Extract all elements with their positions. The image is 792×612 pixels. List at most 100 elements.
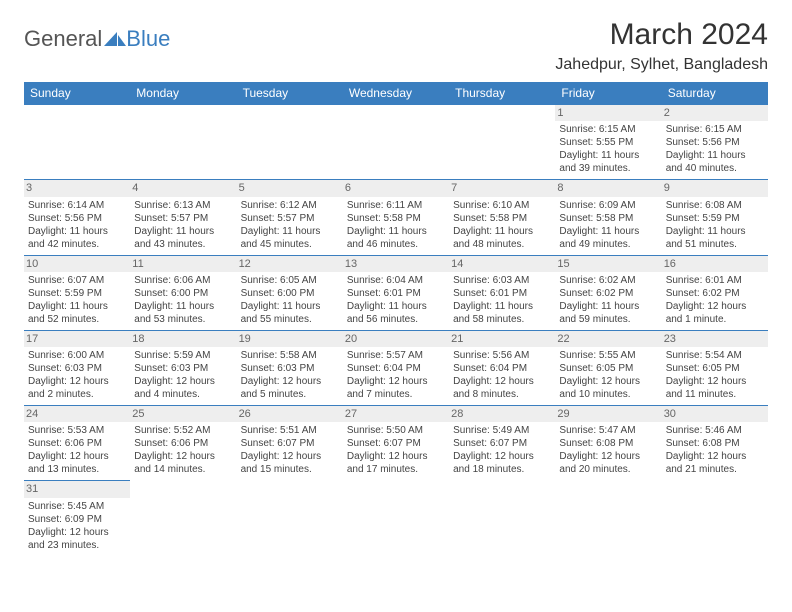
sunset-line: Sunset: 6:01 PM — [347, 287, 445, 300]
sunrise-line: Sunrise: 6:15 AM — [666, 123, 764, 136]
sunset-line: Sunset: 5:58 PM — [347, 212, 445, 225]
calendar-day-cell: 29Sunrise: 5:47 AMSunset: 6:08 PMDayligh… — [555, 406, 661, 481]
sunset-line: Sunset: 6:02 PM — [559, 287, 657, 300]
day-number: 7 — [449, 180, 555, 196]
sunset-line: Sunset: 5:57 PM — [134, 212, 232, 225]
daylight-line: Daylight: 11 hours and 51 minutes. — [666, 225, 764, 251]
daylight-line: Daylight: 11 hours and 45 minutes. — [241, 225, 339, 251]
day-number: 11 — [130, 256, 236, 272]
day-number: 2 — [662, 105, 768, 121]
sunrise-line: Sunrise: 6:05 AM — [241, 274, 339, 287]
calendar-day-cell — [449, 481, 555, 556]
day-number: 28 — [449, 406, 555, 422]
header: General Blue March 2024 Jahedpur, Sylhet… — [24, 18, 768, 74]
sunrise-line: Sunrise: 6:04 AM — [347, 274, 445, 287]
calendar-day-cell: 10Sunrise: 6:07 AMSunset: 5:59 PMDayligh… — [24, 255, 130, 330]
daylight-line: Daylight: 11 hours and 52 minutes. — [28, 300, 126, 326]
sunset-line: Sunset: 6:03 PM — [28, 362, 126, 375]
sunrise-line: Sunrise: 5:50 AM — [347, 424, 445, 437]
calendar-day-cell: 3Sunrise: 6:14 AMSunset: 5:56 PMDaylight… — [24, 180, 130, 255]
weekday-header: Saturday — [662, 82, 768, 105]
calendar-week-row: 3Sunrise: 6:14 AMSunset: 5:56 PMDaylight… — [24, 180, 768, 255]
calendar-day-cell — [130, 481, 236, 556]
daylight-line: Daylight: 11 hours and 55 minutes. — [241, 300, 339, 326]
sunset-line: Sunset: 6:05 PM — [559, 362, 657, 375]
calendar-day-cell — [449, 105, 555, 180]
location-text: Jahedpur, Sylhet, Bangladesh — [555, 56, 768, 74]
calendar-day-cell: 31Sunrise: 5:45 AMSunset: 6:09 PMDayligh… — [24, 481, 130, 556]
month-title: March 2024 — [555, 18, 768, 52]
sunset-line: Sunset: 6:01 PM — [453, 287, 551, 300]
weekday-header: Friday — [555, 82, 661, 105]
sunset-line: Sunset: 6:08 PM — [666, 437, 764, 450]
daylight-line: Daylight: 12 hours and 15 minutes. — [241, 450, 339, 476]
day-number: 24 — [24, 406, 130, 422]
day-number: 18 — [130, 331, 236, 347]
calendar-week-row: 10Sunrise: 6:07 AMSunset: 5:59 PMDayligh… — [24, 255, 768, 330]
day-number: 9 — [662, 180, 768, 196]
day-number: 5 — [237, 180, 343, 196]
day-number: 29 — [555, 406, 661, 422]
sunrise-line: Sunrise: 5:58 AM — [241, 349, 339, 362]
sunrise-line: Sunrise: 5:53 AM — [28, 424, 126, 437]
sail-icon — [104, 32, 126, 46]
weekday-header: Monday — [130, 82, 236, 105]
sunset-line: Sunset: 6:04 PM — [453, 362, 551, 375]
logo-text-general: General — [24, 26, 102, 52]
calendar-week-row: 17Sunrise: 6:00 AMSunset: 6:03 PMDayligh… — [24, 330, 768, 405]
daylight-line: Daylight: 11 hours and 39 minutes. — [559, 149, 657, 175]
calendar-day-cell — [237, 105, 343, 180]
day-number: 14 — [449, 256, 555, 272]
day-number: 31 — [24, 481, 130, 497]
daylight-line: Daylight: 12 hours and 2 minutes. — [28, 375, 126, 401]
sunrise-line: Sunrise: 5:51 AM — [241, 424, 339, 437]
daylight-line: Daylight: 11 hours and 58 minutes. — [453, 300, 551, 326]
weekday-header: Sunday — [24, 82, 130, 105]
daylight-line: Daylight: 12 hours and 13 minutes. — [28, 450, 126, 476]
daylight-line: Daylight: 12 hours and 17 minutes. — [347, 450, 445, 476]
calendar-day-cell: 5 Sunrise: 6:12 AMSunset: 5:57 PMDaylight… — [237, 180, 343, 255]
calendar-day-cell — [24, 105, 130, 180]
sunrise-line: Sunrise: 6:07 AM — [28, 274, 126, 287]
sunset-line: Sunset: 5:57 PM — [241, 212, 339, 225]
sunset-line: Sunset: 5:59 PM — [666, 212, 764, 225]
day-number: 21 — [449, 331, 555, 347]
calendar-day-cell: 25Sunrise: 5:52 AMSunset: 6:06 PMDayligh… — [130, 406, 236, 481]
daylight-line: Daylight: 11 hours and 43 minutes. — [134, 225, 232, 251]
daylight-line: Daylight: 12 hours and 14 minutes. — [134, 450, 232, 476]
weekday-header: Wednesday — [343, 82, 449, 105]
sunrise-line: Sunrise: 5:46 AM — [666, 424, 764, 437]
sunset-line: Sunset: 5:55 PM — [559, 136, 657, 149]
day-number: 3 — [24, 180, 130, 196]
daylight-line: Daylight: 12 hours and 10 minutes. — [559, 375, 657, 401]
calendar-day-cell: 7Sunrise: 6:10 AMSunset: 5:58 PMDaylight… — [449, 180, 555, 255]
calendar-day-cell: 22Sunrise: 5:55 AMSunset: 6:05 PMDayligh… — [555, 330, 661, 405]
sunrise-line: Sunrise: 6:10 AM — [453, 199, 551, 212]
calendar-table: Sunday Monday Tuesday Wednesday Thursday… — [24, 82, 768, 556]
calendar-day-cell: 21Sunrise: 5:56 AMSunset: 6:04 PMDayligh… — [449, 330, 555, 405]
sunset-line: Sunset: 6:05 PM — [666, 362, 764, 375]
day-number: 22 — [555, 331, 661, 347]
sunrise-line: Sunrise: 6:12 AM — [241, 199, 339, 212]
calendar-day-cell: 15Sunrise: 6:02 AMSunset: 6:02 PMDayligh… — [555, 255, 661, 330]
sunrise-line: Sunrise: 5:54 AM — [666, 349, 764, 362]
day-number: 20 — [343, 331, 449, 347]
calendar-day-cell — [343, 481, 449, 556]
day-number: 19 — [237, 331, 343, 347]
sunset-line: Sunset: 6:07 PM — [453, 437, 551, 450]
calendar-day-cell: 6Sunrise: 6:11 AMSunset: 5:58 PMDaylight… — [343, 180, 449, 255]
daylight-line: Daylight: 11 hours and 49 minutes. — [559, 225, 657, 251]
daylight-line: Daylight: 12 hours and 7 minutes. — [347, 375, 445, 401]
calendar-day-cell: 30Sunrise: 5:46 AMSunset: 6:08 PMDayligh… — [662, 406, 768, 481]
calendar-day-cell: 14Sunrise: 6:03 AMSunset: 6:01 PMDayligh… — [449, 255, 555, 330]
calendar-day-cell: 17Sunrise: 6:00 AMSunset: 6:03 PMDayligh… — [24, 330, 130, 405]
daylight-line: Daylight: 12 hours and 23 minutes. — [28, 526, 126, 552]
calendar-day-cell: 8Sunrise: 6:09 AMSunset: 5:58 PMDaylight… — [555, 180, 661, 255]
daylight-line: Daylight: 11 hours and 40 minutes. — [666, 149, 764, 175]
sunset-line: Sunset: 5:59 PM — [28, 287, 126, 300]
day-number: 27 — [343, 406, 449, 422]
calendar-day-cell: 16Sunrise: 6:01 AMSunset: 6:02 PMDayligh… — [662, 255, 768, 330]
title-block: March 2024 Jahedpur, Sylhet, Bangladesh — [555, 18, 768, 74]
day-number: 1 — [555, 105, 661, 121]
day-number: 13 — [343, 256, 449, 272]
